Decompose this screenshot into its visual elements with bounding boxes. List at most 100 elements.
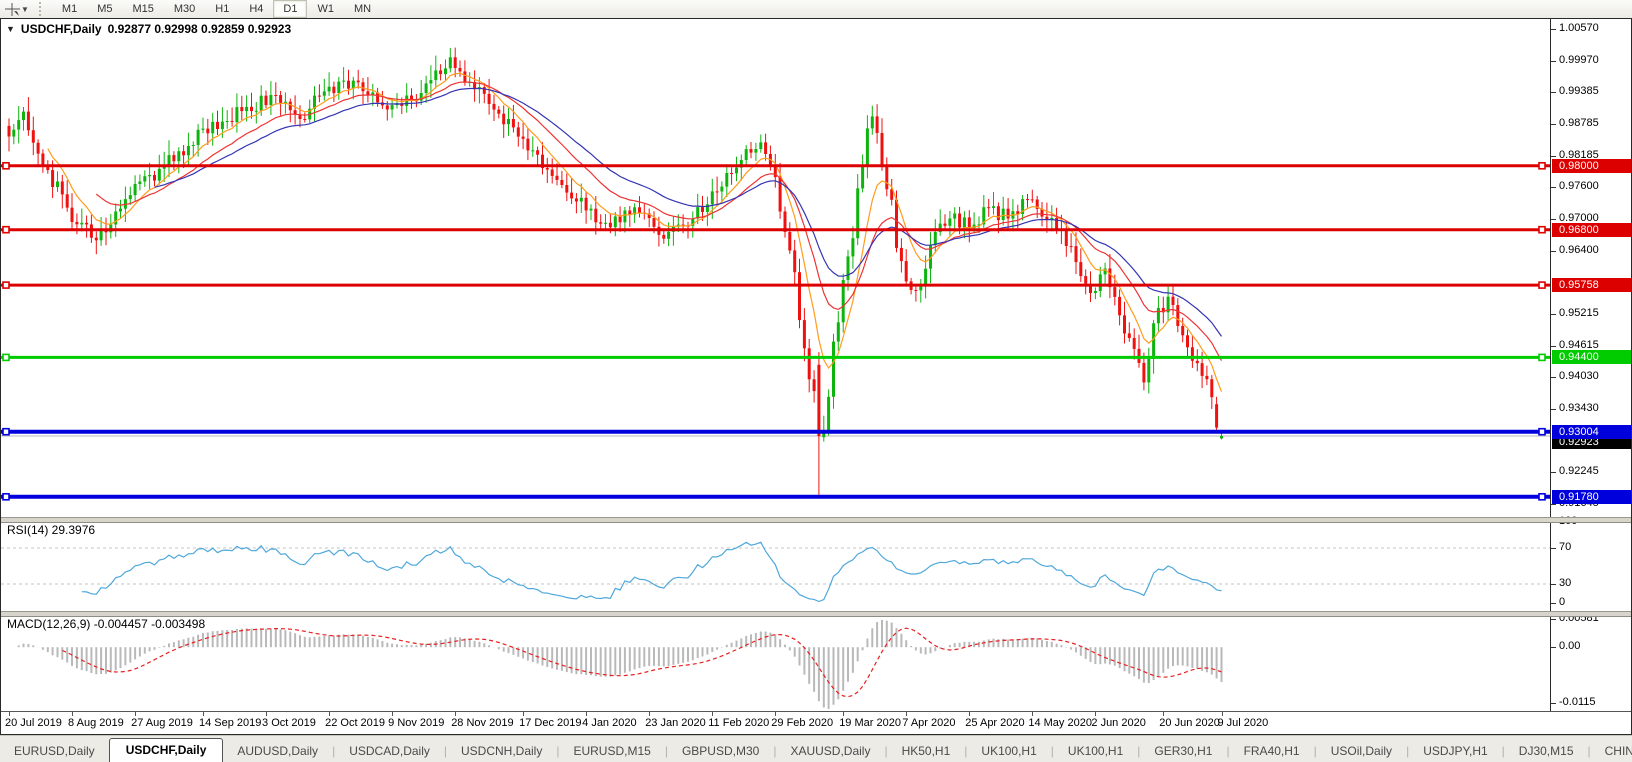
tab-ger30-h1[interactable]: GER30,H1: [1154, 744, 1213, 758]
date-label: 25 Apr 2020: [965, 717, 1025, 729]
axis-tick-label: 0.97000: [1559, 212, 1599, 224]
tab-uk100-h1[interactable]: UK100,H1: [1067, 744, 1124, 758]
macd-panel[interactable]: MACD(12,26,9) -0.004457 -0.003498: [1, 615, 1550, 711]
price-axis[interactable]: 1.00570 0.99970 0.99385 0.98785 0.98185 0.976…: [1550, 19, 1631, 711]
date-label: 4 Jan 2020: [582, 717, 637, 729]
axis-tick-mark: [1551, 314, 1556, 315]
axis-tick-mark: [1551, 472, 1556, 473]
tool-dropdown-caret[interactable]: ▼: [21, 4, 29, 14]
axis-tick-mark: [1551, 548, 1556, 549]
timeframe-button-h1[interactable]: H1: [215, 3, 230, 15]
tab-separator: |: [664, 744, 668, 758]
axis-tick-mark: [1551, 346, 1556, 347]
date-label: 7 Apr 2020: [902, 717, 956, 729]
panel-separator[interactable]: [1, 517, 1631, 523]
axis-tick-mark: [1551, 504, 1556, 505]
timeframe-buttons: M1 M5 M15 M30 H1 H4 D1 W1 MN: [52, 0, 381, 18]
panel-separator[interactable]: [1, 611, 1631, 617]
date-label: 19 Mar 2020: [839, 717, 901, 729]
tab-dj30-m15[interactable]: DJ30,M15: [1518, 744, 1574, 758]
axis-tick-label: 0.98185: [1559, 149, 1599, 161]
timeframe-button-m5[interactable]: M5: [97, 3, 113, 15]
tab-xauusd-daily[interactable]: XAUUSD,Daily: [790, 744, 871, 758]
axis-tick-mark: [1551, 647, 1556, 648]
tab-usdjpy-h1[interactable]: USDJPY,H1: [1423, 744, 1488, 758]
tab-separator: |: [556, 744, 560, 758]
axis-tick-label: 0.99385: [1559, 85, 1599, 97]
rsi-label: RSI(14) 29.3976: [7, 523, 96, 537]
date-tick-mark: [9, 712, 10, 716]
hline-price-label: 0.94400: [1552, 350, 1631, 365]
chart-symbol-label: USDCHF,Daily: [20, 22, 102, 36]
axis-tick-label: 0.94615: [1559, 339, 1599, 351]
date-tick-mark: [1095, 712, 1097, 716]
date-label: 9 Jul 2020: [1217, 717, 1269, 729]
date-label: 22 Oct 2019: [325, 717, 386, 729]
tab-separator: |: [884, 744, 888, 758]
candlestick-chart[interactable]: [1, 19, 1550, 517]
axis-tick-mark: [1551, 703, 1556, 704]
chart-tab-bar: EURUSD,Daily USDCHF,Daily AUDUSD,Daily | USD…: [0, 735, 1632, 762]
date-tick-mark: [266, 712, 268, 716]
crosshair-tool-icon[interactable]: [3, 2, 21, 16]
date-tick-mark: [712, 712, 714, 716]
tab-fra40-h1[interactable]: FRA40,H1: [1243, 744, 1300, 758]
chart-ohlc-values: 0.92877 0.92998 0.92859 0.92923: [107, 22, 292, 36]
timeframe-button-m15[interactable]: M15: [132, 3, 154, 15]
tab-china300-h4[interactable]: CHINA300,H4: [1604, 744, 1632, 758]
date-tick-mark: [1032, 712, 1034, 716]
date-label: 14 Sep 2019: [199, 717, 262, 729]
axis-tick-mark: [1551, 61, 1556, 62]
timeframe-button-h4[interactable]: H4: [249, 3, 264, 15]
tab-hk50-h1[interactable]: HK50,H1: [901, 744, 951, 758]
tab-separator: |: [1137, 744, 1141, 758]
tab-separator: |: [1501, 744, 1505, 758]
timeframe-button-mn[interactable]: MN: [353, 3, 372, 15]
hline-price-label: 0.96800: [1552, 222, 1631, 237]
chart-tabs: EURUSD,Daily USDCHF,Daily AUDUSD,Daily | USD…: [0, 738, 1632, 762]
date-axis[interactable]: 20 Jul 2019 8 Aug 2019 27 Aug 2019 14 Sep 2…: [1, 711, 1631, 734]
tab-gbpusd-m30[interactable]: GBPUSD,M30: [681, 744, 760, 758]
axis-tick-label: 0.93430: [1559, 402, 1599, 414]
axis-tick-label: 0.00: [1559, 640, 1581, 652]
date-tick-mark: [1163, 712, 1165, 716]
tab-audusd-daily[interactable]: AUDUSD,Daily: [237, 744, 319, 758]
timeframe-button-m1[interactable]: M1: [61, 3, 78, 15]
toolbar-grip[interactable]: [38, 2, 46, 16]
date-tick-mark: [649, 712, 651, 716]
tab-usdcnh-daily[interactable]: USDCNH,Daily: [461, 744, 543, 758]
date-tick-mark: [843, 712, 845, 716]
tab-eurusd-m15[interactable]: EURUSD,M15: [573, 744, 651, 758]
tab-eurusd-daily[interactable]: EURUSD,Daily: [14, 744, 95, 758]
tab-usdcad-daily[interactable]: USDCAD,Daily: [349, 744, 430, 758]
chart-window: ▼ USDCHF,Daily 0.92877 0.92998 0.92859 0…: [0, 18, 1632, 735]
tab-separator: |: [1587, 744, 1591, 758]
tab-uk100-h1[interactable]: UK100,H1: [981, 744, 1037, 758]
date-tick-mark: [455, 712, 457, 716]
timeframe-button-w1[interactable]: W1: [317, 3, 334, 15]
timeframe-button-m30[interactable]: M30: [173, 3, 196, 15]
tab-separator: |: [964, 744, 968, 758]
date-tick-mark: [906, 712, 908, 716]
hline-price-label: 0.95758: [1552, 278, 1631, 293]
tab-usdchf-daily[interactable]: USDCHF,Daily: [108, 738, 224, 762]
axis-tick-mark: [1551, 584, 1556, 585]
date-tick-mark: [392, 712, 394, 716]
axis-tick-label: 0.98785: [1559, 117, 1599, 129]
axis-tick-mark: [1551, 619, 1556, 620]
axis-tick-mark: [1551, 409, 1556, 410]
date-tick-mark: [969, 712, 971, 716]
rsi-panel[interactable]: RSI(14) 29.3976: [1, 521, 1550, 611]
collapse-arrow-icon[interactable]: ▼: [6, 24, 15, 34]
date-tick-mark: [329, 712, 331, 716]
macd-label: MACD(12,26,9) -0.004457 -0.003498: [7, 617, 206, 631]
timeframe-button-d1[interactable]: D1: [273, 0, 308, 18]
date-label: 2 Jun 2020: [1091, 717, 1146, 729]
axis-tick-label: 0.94030: [1559, 370, 1599, 382]
date-label: 23 Jan 2020: [645, 717, 706, 729]
date-tick-mark: [523, 712, 525, 716]
tab-usoil-daily[interactable]: USOil,Daily: [1330, 744, 1393, 758]
axis-tick-label: 0.99970: [1559, 54, 1599, 66]
axis-tick-label: 0.97600: [1559, 180, 1599, 192]
top-toolbar: ▼ M1 M5 M15 M30 H1 H4 D1 W1 MN: [0, 0, 1632, 19]
